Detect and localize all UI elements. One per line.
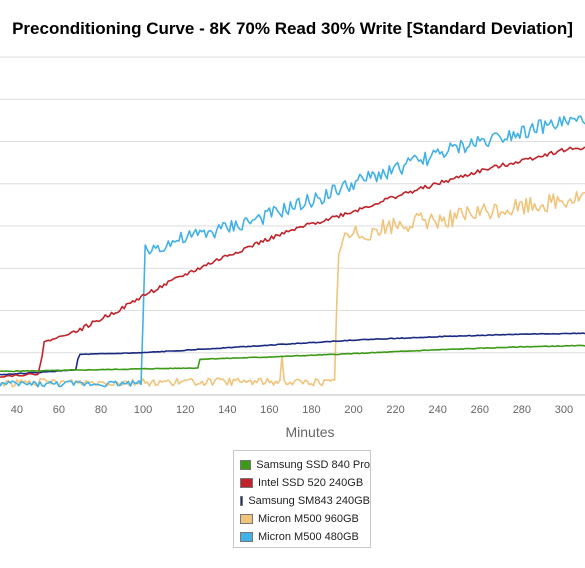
legend-swatch [240,460,252,470]
x-tick-label: 40 [11,404,23,416]
series-line [0,344,585,373]
legend-label: Samsung SSD 840 Pro [256,459,370,471]
legend-label: Micron M500 960GB [258,513,359,525]
legend-label: Intel SSD 520 240GB [258,477,364,489]
x-tick-label: 200 [344,404,362,416]
x-tick-label: 60 [53,404,65,416]
legend: Samsung SSD 840 Pro Intel SSD 520 240GB Sa… [233,450,371,548]
series-layer [0,115,585,388]
legend-label: Samsung SM843 240GB [248,495,370,507]
x-tick-label: 260 [471,404,489,416]
x-tick-label: 100 [134,404,152,416]
x-tick-label: 240 [429,404,447,416]
plot-area: 40 60 80 100 120 140 160 180 200 220 240 260 280 300 [0,56,585,416]
gridlines [0,56,585,396]
legend-swatch [240,478,253,488]
legend-label: Micron M500 480GB [258,531,359,543]
x-tick-label: 120 [176,404,194,416]
series-line [0,146,585,378]
x-tick-label: 280 [513,404,531,416]
x-tick-label: 140 [218,404,236,416]
series-line [0,115,585,388]
legend-item: Micron M500 480GB [240,528,370,546]
legend-swatch [240,514,253,524]
chart-title: Preconditioning Curve - 8K 70% Read 30% … [12,19,573,38]
legend-item: Micron M500 960GB [240,510,370,528]
series-line [0,190,585,388]
legend-item: Intel SSD 520 240GB [240,474,370,492]
legend-swatch [240,496,244,506]
x-tick-label: 160 [260,404,278,416]
x-tick-label: 220 [386,404,404,416]
x-tick-label: 180 [302,404,320,416]
x-tick-label: 300 [555,404,573,416]
legend-swatch [240,532,253,542]
series-line [0,332,585,376]
x-axis-label: Minutes [285,424,335,440]
x-tick-label: 80 [95,404,107,416]
legend-item: Samsung SM843 240GB [240,492,370,510]
x-axis-ticks: 40 60 80 100 120 140 160 180 200 220 240 260 280 300 [11,404,573,416]
legend-item: Samsung SSD 840 Pro [240,456,370,474]
